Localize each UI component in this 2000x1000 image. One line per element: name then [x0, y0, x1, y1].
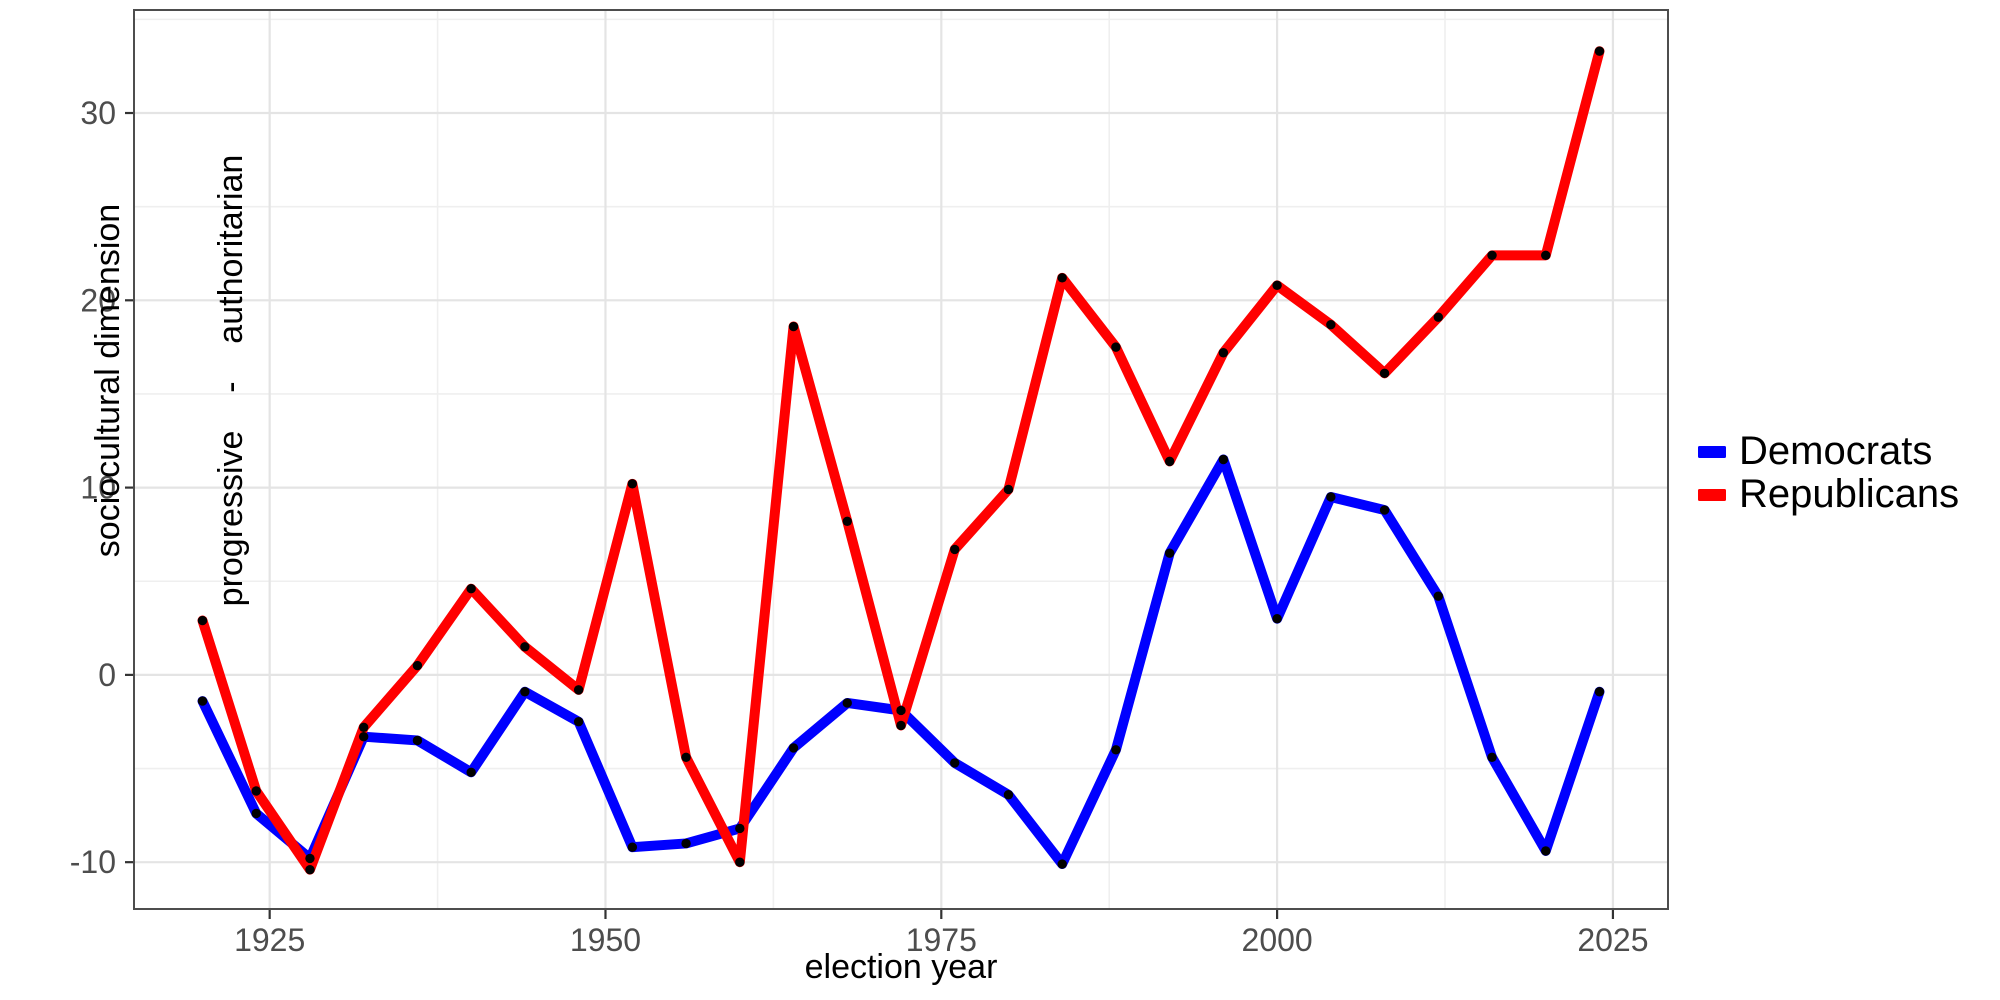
data-point: [788, 743, 799, 753]
data-point: [466, 767, 476, 777]
data-point: [1272, 613, 1282, 624]
data-point: [1164, 548, 1175, 558]
data-point: [1218, 454, 1229, 465]
data-point: [896, 705, 906, 716]
data-point: [950, 758, 960, 768]
data-point: [1057, 273, 1067, 283]
x-tick-labels: 1925 1950 1975 2000 2025: [234, 922, 1648, 958]
y-tick-label: 20: [80, 282, 116, 318]
panel-border: [133, 9, 1669, 910]
data-point: [1003, 484, 1014, 495]
y-tick-labels: -10 0 10 20 30: [70, 95, 116, 880]
legend-label-republicans: Republicans: [1739, 472, 1960, 516]
y-tick-label: -10: [70, 844, 116, 880]
x-tick-label: 1975: [906, 922, 977, 958]
x-tick-label: 2000: [1242, 922, 1313, 958]
data-point: [358, 731, 369, 742]
data-point: [735, 823, 745, 834]
data-point: [842, 698, 852, 708]
axis-ticks: [125, 111, 1615, 919]
y-axis-title-line2: progressive - authoritarian: [212, 154, 250, 607]
data-point: [735, 857, 745, 867]
data-point: [573, 717, 584, 727]
data-point: [1487, 250, 1497, 261]
data-point: [1111, 342, 1121, 352]
data-point: [412, 660, 423, 671]
data-point: [681, 752, 691, 762]
data-point: [950, 544, 960, 555]
y-axis-title-line1: sociocultural dimension: [89, 203, 127, 558]
data-point: [466, 584, 476, 594]
legend-swatch-rect: [1698, 488, 1726, 501]
plot-panel: [134, 10, 1668, 909]
data-points: [197, 46, 1605, 875]
data-point: [1541, 250, 1551, 261]
legend-item-democrats: Democrats: [1698, 430, 1959, 473]
data-point: [842, 516, 852, 527]
legend-label-democrats: Democrats: [1739, 429, 1933, 473]
legend-swatch-rect: [1698, 445, 1726, 458]
data-point: [197, 696, 208, 706]
y-axis-title: sociocultural dimension progressive - au…: [6, 0, 334, 830]
data-point: [1594, 46, 1605, 56]
legend-swatch-democrats: [1698, 445, 1726, 458]
data-point: [412, 735, 423, 746]
data-point: [251, 786, 261, 796]
legend-item-republicans: Republicans: [1698, 473, 1959, 516]
legend: Democrats Republicans: [1698, 430, 1959, 516]
data-point: [1111, 745, 1121, 755]
data-point: [1379, 368, 1390, 379]
data-point: [1487, 752, 1497, 762]
legend-swatch-republicans: [1698, 488, 1726, 501]
data-point: [1003, 790, 1014, 800]
gridlines-major: [134, 10, 1668, 909]
gridlines-minor: [134, 10, 1668, 909]
data-point: [1379, 505, 1390, 515]
data-point: [520, 642, 530, 652]
data-point: [251, 808, 261, 819]
data-point: [358, 722, 369, 733]
data-point: [520, 687, 530, 697]
data-point: [1326, 319, 1336, 330]
data-point: [573, 685, 584, 695]
data-point: [1541, 846, 1551, 856]
data-point: [896, 720, 906, 731]
data-point: [1057, 859, 1067, 869]
data-point: [1433, 312, 1444, 322]
x-axis-title: election year: [804, 948, 998, 986]
data-point: [197, 615, 208, 626]
y-tick-label: 10: [80, 470, 116, 506]
data-point: [305, 853, 315, 864]
data-point: [1326, 492, 1336, 502]
data-point: [681, 838, 691, 849]
data-point: [1164, 456, 1175, 467]
x-tick-label: 1950: [570, 922, 641, 958]
data-point: [1218, 348, 1229, 358]
data-point: [627, 479, 638, 489]
data-point: [627, 842, 638, 852]
data-point: [305, 864, 315, 875]
data-point: [1433, 591, 1444, 601]
data-point: [1272, 280, 1282, 291]
data-point: [788, 321, 799, 332]
y-tick-label: 0: [98, 657, 116, 693]
x-tick-label: 2025: [1577, 922, 1648, 958]
data-point: [1594, 687, 1605, 697]
y-tick-label: 30: [80, 95, 116, 131]
x-tick-label: 1925: [234, 922, 305, 958]
